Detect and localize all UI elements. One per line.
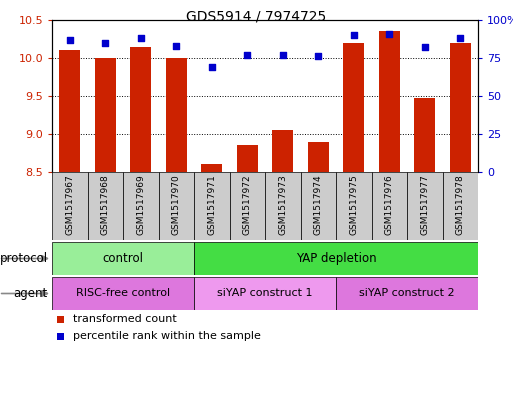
Text: GSM1517978: GSM1517978 bbox=[456, 174, 465, 235]
Bar bbox=[449, 43, 471, 172]
Text: siYAP construct 2: siYAP construct 2 bbox=[359, 288, 455, 299]
Bar bbox=[194, 172, 229, 240]
Text: protocol: protocol bbox=[0, 252, 48, 265]
Bar bbox=[343, 43, 364, 172]
Bar bbox=[236, 145, 258, 172]
Bar bbox=[166, 58, 187, 172]
Bar bbox=[194, 277, 336, 310]
Bar bbox=[52, 242, 194, 275]
Bar bbox=[414, 98, 436, 172]
Point bbox=[172, 43, 181, 49]
Point bbox=[243, 52, 251, 58]
Point bbox=[136, 35, 145, 41]
Text: GSM1517970: GSM1517970 bbox=[172, 174, 181, 235]
Point bbox=[66, 37, 74, 43]
Text: percentile rank within the sample: percentile rank within the sample bbox=[72, 331, 261, 342]
Point bbox=[314, 53, 322, 60]
Bar bbox=[52, 172, 88, 240]
Text: GDS5914 / 7974725: GDS5914 / 7974725 bbox=[186, 10, 327, 24]
Point bbox=[456, 35, 464, 41]
Text: siYAP construct 1: siYAP construct 1 bbox=[217, 288, 313, 299]
Bar bbox=[336, 277, 478, 310]
Text: GSM1517969: GSM1517969 bbox=[136, 174, 145, 235]
Bar bbox=[194, 242, 478, 275]
Text: RISC-free control: RISC-free control bbox=[76, 288, 170, 299]
Bar bbox=[229, 172, 265, 240]
Text: control: control bbox=[103, 252, 144, 265]
Text: GSM1517971: GSM1517971 bbox=[207, 174, 216, 235]
Bar bbox=[123, 172, 159, 240]
Text: GSM1517977: GSM1517977 bbox=[420, 174, 429, 235]
Bar bbox=[379, 31, 400, 172]
Bar bbox=[371, 172, 407, 240]
Text: agent: agent bbox=[14, 287, 48, 300]
Bar bbox=[94, 58, 116, 172]
Point bbox=[350, 32, 358, 39]
Bar bbox=[201, 164, 223, 172]
Bar bbox=[407, 172, 443, 240]
Text: GSM1517967: GSM1517967 bbox=[65, 174, 74, 235]
Bar bbox=[443, 172, 478, 240]
Bar bbox=[59, 50, 81, 172]
Text: GSM1517974: GSM1517974 bbox=[314, 174, 323, 235]
Point bbox=[385, 31, 393, 37]
Point bbox=[421, 44, 429, 51]
Text: GSM1517972: GSM1517972 bbox=[243, 174, 252, 235]
Point bbox=[101, 40, 109, 46]
Text: GSM1517968: GSM1517968 bbox=[101, 174, 110, 235]
Point bbox=[208, 64, 216, 70]
Bar bbox=[272, 130, 293, 172]
Text: transformed count: transformed count bbox=[72, 314, 176, 325]
Bar bbox=[265, 172, 301, 240]
Bar bbox=[301, 172, 336, 240]
Bar bbox=[308, 141, 329, 172]
Bar bbox=[336, 172, 371, 240]
Text: GSM1517973: GSM1517973 bbox=[278, 174, 287, 235]
Bar bbox=[130, 47, 151, 172]
Bar bbox=[88, 172, 123, 240]
Text: GSM1517976: GSM1517976 bbox=[385, 174, 394, 235]
Text: YAP depletion: YAP depletion bbox=[295, 252, 377, 265]
Bar bbox=[159, 172, 194, 240]
Text: GSM1517975: GSM1517975 bbox=[349, 174, 358, 235]
Point bbox=[279, 52, 287, 58]
Bar bbox=[52, 277, 194, 310]
